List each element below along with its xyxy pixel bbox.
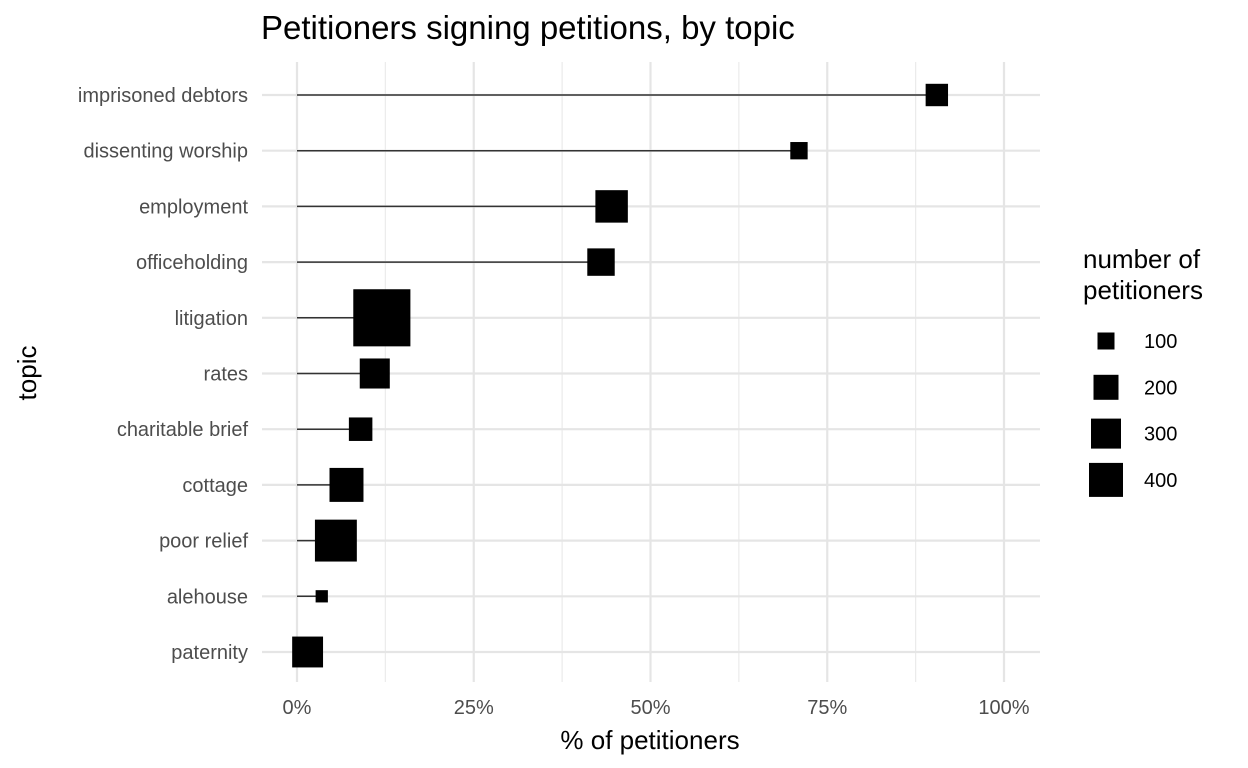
x-tick-label: 50%	[630, 697, 670, 719]
size-legend: number of petitioners 100 200 300 400	[1083, 244, 1203, 497]
data-point	[353, 289, 411, 347]
x-tick-label: 25%	[454, 697, 494, 719]
x-tick-label: 75%	[807, 697, 847, 719]
data-point	[595, 190, 628, 223]
y-tick-label: dissenting worship	[83, 141, 248, 163]
x-tick-labels: 0% 25% 50% 75% 100%	[283, 697, 1030, 719]
data-point	[348, 417, 373, 441]
x-tick-label: 0%	[283, 697, 312, 719]
legend-key	[1091, 418, 1121, 449]
legend-label: 100	[1144, 331, 1177, 353]
data-point	[314, 519, 357, 562]
points	[292, 83, 949, 668]
data-point	[315, 590, 328, 603]
legend-label: 200	[1144, 377, 1177, 399]
legend-key	[1097, 332, 1115, 350]
data-point	[359, 358, 390, 389]
legend-label: 300	[1144, 424, 1177, 446]
data-point	[587, 248, 615, 276]
legend-title-line2: petitioners	[1083, 275, 1203, 305]
y-tick-label: employment	[139, 196, 248, 218]
chart-title: Petitioners signing petitions, by topic	[261, 9, 795, 46]
y-tick-label: charitable brief	[117, 419, 249, 441]
y-tick-label: officeholding	[136, 252, 248, 274]
legend-key	[1093, 374, 1119, 400]
y-tick-labels: imprisoned debtors dissenting worship empl…	[78, 85, 249, 664]
y-tick-label: imprisoned debtors	[78, 85, 248, 107]
y-tick-label: rates	[204, 364, 248, 386]
data-point	[790, 142, 808, 160]
x-axis-title: % of petitioners	[560, 725, 739, 755]
legend-keys: 100 200 300 400	[1089, 331, 1177, 497]
data-point	[925, 83, 949, 107]
y-tick-label: paternity	[171, 642, 248, 664]
y-tick-label: alehouse	[167, 586, 248, 608]
legend-key	[1089, 462, 1123, 497]
legend-label: 400	[1144, 470, 1177, 492]
y-axis-title: topic	[12, 346, 42, 401]
x-tick-label: 100%	[978, 697, 1029, 719]
data-point	[292, 636, 324, 668]
y-tick-label: litigation	[175, 308, 248, 330]
y-tick-label: cottage	[182, 475, 248, 497]
legend-title-line1: number of	[1083, 244, 1201, 274]
y-tick-label: poor relief	[159, 531, 248, 553]
data-point	[329, 467, 364, 502]
